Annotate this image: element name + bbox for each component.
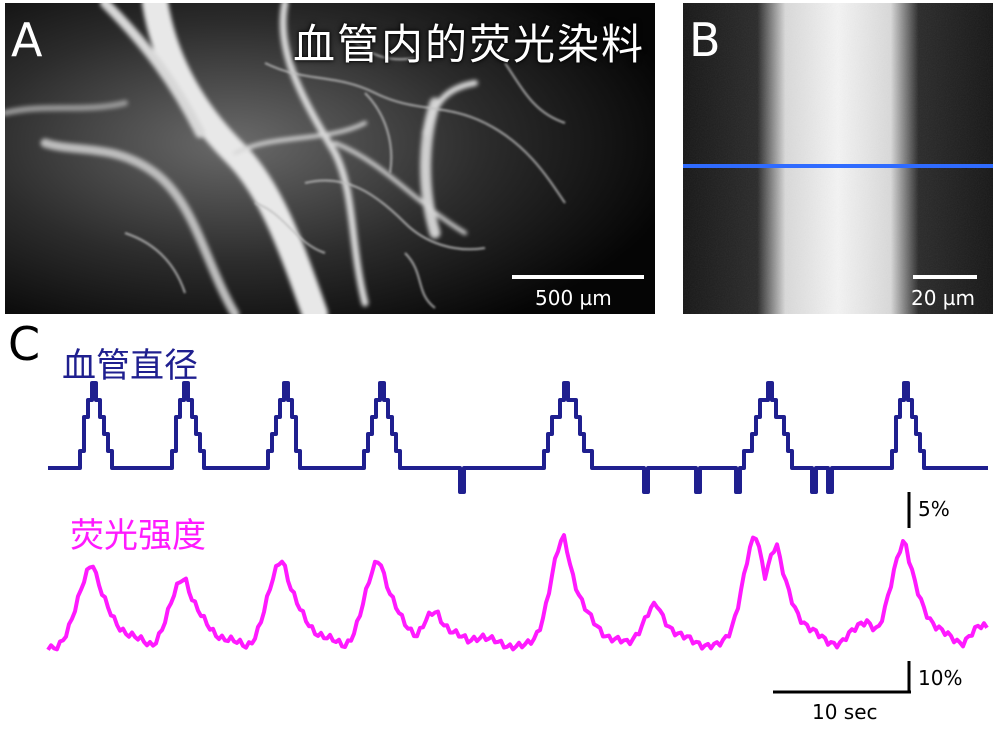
scale-text-a: 500 µm — [535, 286, 612, 310]
fluorescence-trace-title: 荧光强度 — [70, 516, 206, 556]
fluorescence-trace-line — [46, 533, 989, 652]
scale-text-b: 20 µm — [911, 286, 976, 310]
panel-a-image: A 血管内的荧光染料 500 µm — [5, 3, 655, 314]
time-scale-text: 10 sec — [812, 700, 878, 724]
panel-a-label: A — [11, 13, 43, 67]
scale-bar-b — [913, 275, 977, 279]
panel-b-image: B 20 µm — [683, 3, 993, 314]
diameter-trace-line — [48, 381, 988, 494]
scale-bar-a — [512, 275, 644, 279]
diameter-trace-title: 血管直径 — [62, 346, 198, 386]
panel-a-title: 血管内的荧光染料 — [292, 20, 645, 69]
vessel-closeup — [683, 3, 993, 314]
vessel-image — [5, 3, 655, 314]
panel-b-label: B — [689, 13, 721, 67]
panel-c-label: C — [8, 317, 41, 371]
diameter-scale-text: 5% — [918, 497, 950, 521]
fluorescence-scale-text: 10% — [918, 666, 963, 690]
